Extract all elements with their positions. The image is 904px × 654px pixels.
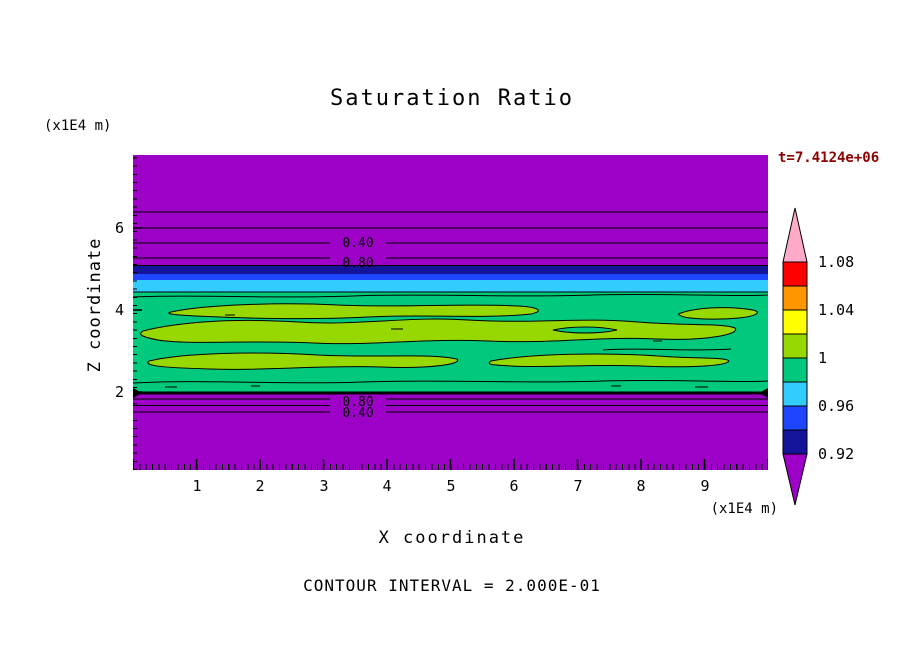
open-contour-lines bbox=[133, 293, 768, 388]
colorbar-seg-orange bbox=[782, 285, 808, 311]
colorbar-seg-yellow bbox=[782, 309, 808, 335]
colorbar-arrow-bottom bbox=[782, 453, 808, 506]
x-tick-label-4: 4 bbox=[382, 477, 392, 495]
colorbar-seg-yellow-green bbox=[782, 333, 808, 359]
y-axis-unit: (x1E4 m) bbox=[44, 118, 112, 134]
yellow-green-patches bbox=[140, 303, 758, 370]
contour-interval-note: CONTOUR INTERVAL = 2.000E-01 bbox=[303, 576, 601, 595]
y-tick-label-6: 6 bbox=[114, 219, 124, 237]
label-mask-lower-080 bbox=[330, 395, 386, 408]
blue-band bbox=[133, 274, 768, 280]
cyan-band bbox=[133, 280, 768, 292]
x-tick-label-2: 2 bbox=[255, 477, 265, 495]
contour-label-080-upper: 0.80 bbox=[342, 256, 373, 271]
colorbar bbox=[780, 207, 904, 507]
plot-area: 0.40 0.80 0.80 0.40 bbox=[133, 155, 768, 470]
label-mask-upper-040 bbox=[330, 234, 386, 251]
colorbar-seg-cyan bbox=[782, 381, 808, 407]
colorbar-seg-red bbox=[782, 261, 808, 287]
time-annotation: t=7.4124e+06 bbox=[778, 150, 880, 166]
x-tick-label-7: 7 bbox=[573, 477, 583, 495]
chart-title: Saturation Ratio bbox=[330, 86, 574, 111]
x-tick-label-6: 6 bbox=[509, 477, 519, 495]
y-tick-label-4: 4 bbox=[114, 301, 124, 319]
contour-plot-canvas: 0.40 0.80 0.80 0.40 bbox=[133, 155, 768, 470]
colorbar-scale bbox=[782, 207, 808, 506]
x-tick-label-1: 1 bbox=[192, 477, 202, 495]
right-edge-marker bbox=[759, 388, 768, 398]
colorbar-label-096: 0.96 bbox=[818, 397, 855, 415]
colorbar-seg-blue bbox=[782, 405, 808, 431]
colorbar-label-104: 1.04 bbox=[818, 301, 855, 319]
label-mask-lower-040 bbox=[330, 406, 386, 419]
lower-boundary-contour bbox=[133, 391, 768, 395]
colorbar-label-108: 1.08 bbox=[818, 253, 855, 271]
x-tick-label-5: 5 bbox=[446, 477, 456, 495]
contour-label-080-lower: 0.80 bbox=[342, 395, 373, 410]
upper-contour-lines bbox=[133, 211, 768, 259]
colorbar-seg-navy bbox=[782, 429, 808, 455]
colorbar-label-092: 0.92 bbox=[818, 445, 855, 463]
contour-label-040-lower: 0.40 bbox=[342, 406, 373, 421]
y-minor-ticks bbox=[133, 155, 137, 470]
label-mask-upper-080 bbox=[330, 254, 386, 265]
contour-label-040-upper: 0.40 bbox=[342, 236, 373, 251]
x-tick-label-8: 8 bbox=[636, 477, 646, 495]
x-axis-unit: (x1E4 m) bbox=[710, 501, 778, 517]
x-tick-label-3: 3 bbox=[319, 477, 329, 495]
colorbar-segments bbox=[782, 207, 808, 506]
colorbar-seg-green bbox=[782, 357, 808, 383]
lower-contour-lines bbox=[133, 398, 768, 413]
x-major-ticks bbox=[133, 459, 768, 470]
green-hole-contour bbox=[552, 326, 618, 334]
navy-band bbox=[133, 266, 768, 274]
x-tick-label-9: 9 bbox=[700, 477, 710, 495]
y-tick-label-2: 2 bbox=[114, 383, 124, 401]
x-axis-label: X coordinate bbox=[378, 528, 526, 548]
colorbar-label-100: 1 bbox=[818, 349, 828, 367]
colorbar-arrow-top bbox=[782, 207, 808, 263]
